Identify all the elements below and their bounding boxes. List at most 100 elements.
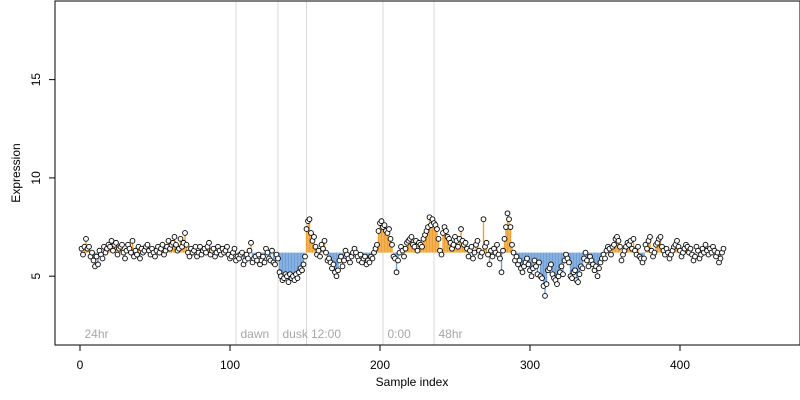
data-point — [128, 249, 134, 256]
data-point — [375, 228, 382, 234]
segment-label: 48hr — [439, 327, 463, 341]
segment-label: 24hr — [85, 327, 109, 341]
x-axis: 0 100 200 300 400 — [77, 344, 690, 372]
data-point — [114, 251, 121, 258]
data-point — [554, 281, 560, 287]
data-point — [414, 247, 421, 254]
data-point — [455, 243, 461, 250]
data-point — [651, 249, 658, 256]
data-point — [335, 267, 341, 274]
data-point — [308, 230, 314, 236]
data-point — [525, 261, 532, 268]
x-tick-label: 200 — [370, 358, 390, 372]
data-point — [224, 243, 230, 250]
x-tick-label: 0 — [77, 358, 84, 372]
y-tick-label: 5 — [29, 273, 43, 280]
x-tick-label: 300 — [520, 358, 540, 372]
data-point — [389, 241, 395, 248]
segment-label: 12:00 — [311, 327, 341, 341]
data-point — [275, 255, 281, 262]
data-point — [206, 239, 212, 246]
data-point — [572, 267, 578, 274]
data-point — [411, 243, 418, 250]
data-point — [576, 271, 583, 278]
data-point — [86, 243, 92, 250]
data-point — [113, 239, 119, 246]
data-point — [134, 251, 140, 258]
data-point — [566, 259, 572, 266]
data-point — [419, 243, 425, 250]
y-tick-label: 10 — [29, 171, 43, 185]
data-point — [197, 243, 203, 250]
data-point — [386, 226, 392, 232]
y-axis: 5 10 15 — [29, 73, 56, 280]
data-point — [468, 243, 475, 250]
plot-frame — [54, 0, 800, 346]
data-point — [569, 275, 575, 282]
data-point — [381, 222, 388, 228]
data-point — [320, 245, 326, 252]
data-point — [317, 253, 323, 260]
data-point — [497, 255, 503, 262]
data-point — [108, 237, 115, 244]
data-point — [299, 267, 305, 274]
data-point — [246, 247, 253, 254]
data-point — [618, 257, 625, 264]
data-point — [107, 243, 113, 250]
data-point — [231, 245, 238, 252]
data-point — [513, 253, 520, 260]
data-point — [548, 261, 554, 268]
data-point — [470, 255, 476, 262]
data-point — [393, 269, 400, 276]
data-point — [450, 241, 457, 248]
data-point — [692, 253, 698, 260]
data-point — [602, 255, 608, 262]
data-point — [357, 251, 364, 258]
data-point — [509, 241, 515, 248]
data-point — [641, 255, 647, 262]
data-point — [264, 249, 271, 256]
data-point — [80, 251, 86, 258]
data-point — [524, 255, 530, 262]
data-point — [489, 253, 496, 260]
data-point — [93, 253, 100, 260]
data-point — [458, 226, 464, 232]
data-point — [702, 241, 709, 248]
data-point — [312, 243, 319, 250]
data-point — [615, 237, 622, 244]
x-tick-label: 400 — [670, 358, 690, 372]
data-point — [186, 253, 193, 260]
data-point — [171, 234, 178, 240]
data-point — [369, 255, 376, 262]
data-point — [474, 237, 481, 244]
data-point — [528, 273, 535, 280]
data-point — [347, 259, 353, 266]
data-point — [119, 241, 125, 248]
data-point — [480, 216, 487, 223]
data-point — [501, 236, 508, 242]
data-point — [395, 257, 401, 264]
data-point — [210, 245, 217, 252]
data-point — [260, 253, 266, 260]
segment-label: dusk — [283, 327, 309, 341]
data-point — [443, 228, 449, 234]
data-point — [579, 265, 586, 272]
data-point — [303, 226, 310, 232]
data-point — [99, 255, 106, 262]
data-point — [504, 210, 511, 217]
data-point — [374, 241, 380, 248]
data-point — [338, 253, 344, 260]
data-point — [339, 263, 346, 270]
data-point — [519, 269, 526, 276]
data-point — [311, 234, 317, 240]
data-point — [531, 257, 538, 264]
data-point — [402, 245, 409, 252]
data-point — [494, 241, 500, 248]
data-point — [516, 257, 523, 264]
data-point — [272, 261, 278, 268]
segment-label: dawn — [241, 327, 270, 341]
data-point — [323, 249, 329, 256]
data-point — [401, 253, 407, 260]
data-point — [203, 249, 209, 256]
data-point — [183, 241, 190, 248]
